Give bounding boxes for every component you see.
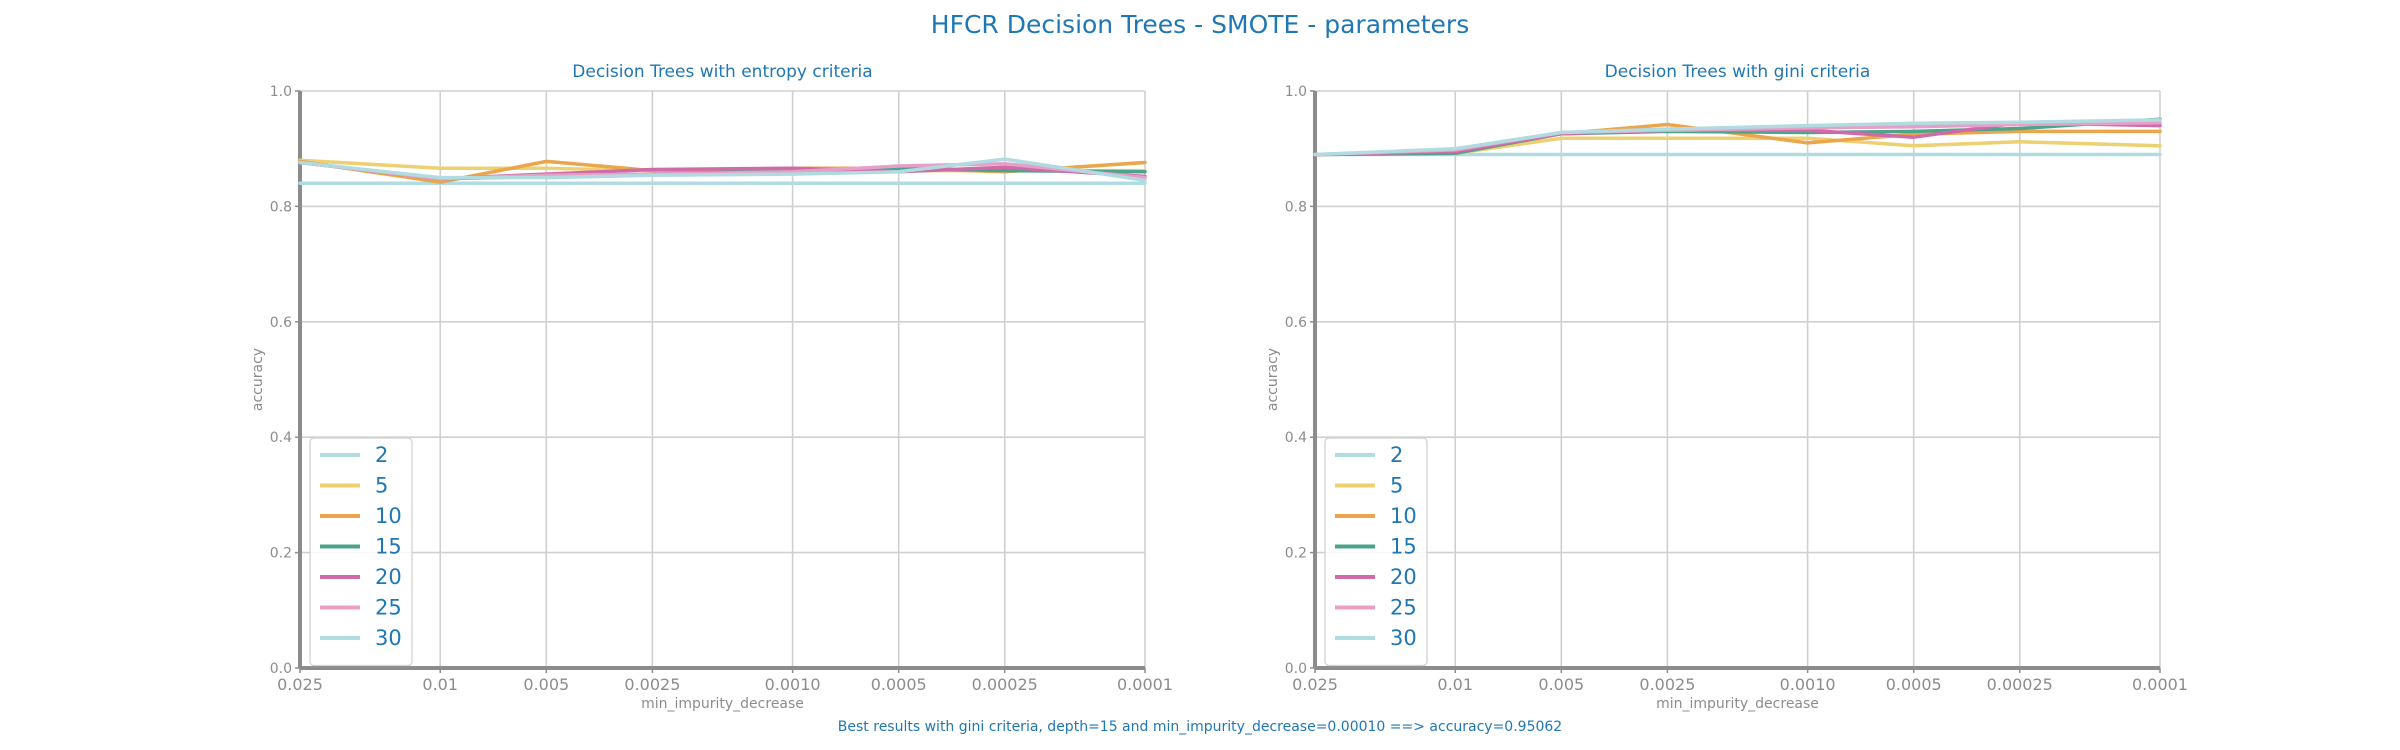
x-tick-label: 0.005	[1538, 675, 1584, 694]
x-tick-label: 0.0025	[624, 675, 680, 694]
y-tick-label: 0.8	[1285, 199, 1307, 215]
x-tick-label: 0.025	[1292, 675, 1338, 694]
y-tick-label: 0.6	[1285, 315, 1307, 331]
legend-label: 10	[375, 504, 402, 528]
y-tick-label: 0.2	[1285, 546, 1307, 562]
entropy-chart: Decision Trees with entropy criteria0.00…	[250, 62, 1173, 712]
y-tick-label: 0.8	[270, 199, 292, 215]
x-tick-label: 0.0025	[1639, 675, 1695, 694]
x-tick-label: 0.01	[1437, 675, 1473, 694]
figure-title: HFCR Decision Trees - SMOTE - parameters	[931, 10, 1469, 39]
x-tick-label: 0.01	[422, 675, 458, 694]
legend-label: 2	[1390, 443, 1403, 467]
best-results-note: Best results with gini criteria, depth=1…	[838, 719, 1562, 735]
y-axis-label: accuracy	[250, 348, 266, 411]
legend-label: 5	[1390, 474, 1403, 498]
series-line-30	[1313, 118, 2162, 157]
x-tick-label: 0.00025	[972, 675, 1038, 694]
legend-label: 30	[1390, 626, 1417, 650]
x-tick-label: 0.005	[523, 675, 569, 694]
y-tick-label: 0.4	[1285, 430, 1307, 446]
x-axis-label: min_impurity_decrease	[1656, 696, 1819, 712]
x-tick-label: 0.0001	[2132, 675, 2188, 694]
x-tick-label: 0.00025	[1987, 675, 2053, 694]
legend-label: 15	[375, 535, 402, 559]
legend-label: 10	[1390, 504, 1417, 528]
x-axis-label: min_impurity_decrease	[641, 696, 804, 712]
series-line-30	[298, 157, 1147, 183]
legend-label: 2	[375, 443, 388, 467]
legend-label: 25	[1390, 596, 1417, 620]
legend-label: 20	[375, 565, 402, 589]
legend-label: 20	[1390, 565, 1417, 589]
y-axis-label: accuracy	[1265, 348, 1281, 411]
x-tick-label: 0.0001	[1117, 675, 1173, 694]
y-tick-label: 0.4	[270, 430, 292, 446]
chart-title: Decision Trees with gini criteria	[1605, 62, 1871, 82]
chart-title: Decision Trees with entropy criteria	[572, 62, 872, 82]
y-tick-label: 1.0	[1285, 84, 1307, 100]
y-tick-label: 0.6	[270, 315, 292, 331]
legend-label: 15	[1390, 535, 1417, 559]
x-tick-label: 0.025	[277, 675, 323, 694]
legend-label: 30	[375, 626, 402, 650]
x-tick-label: 0.0010	[1780, 675, 1836, 694]
x-tick-label: 0.0005	[1886, 675, 1942, 694]
legend-label: 5	[375, 474, 388, 498]
x-tick-label: 0.0005	[871, 675, 927, 694]
y-tick-label: 0.0	[270, 661, 292, 677]
y-tick-label: 1.0	[270, 84, 292, 100]
y-tick-label: 0.2	[270, 546, 292, 562]
legend-label: 25	[375, 596, 402, 620]
x-tick-label: 0.0010	[765, 675, 821, 694]
gini-chart: Decision Trees with gini criteria 0.0 0.2 0…	[1265, 62, 2188, 712]
y-tick-label: 0.0	[1285, 661, 1307, 677]
